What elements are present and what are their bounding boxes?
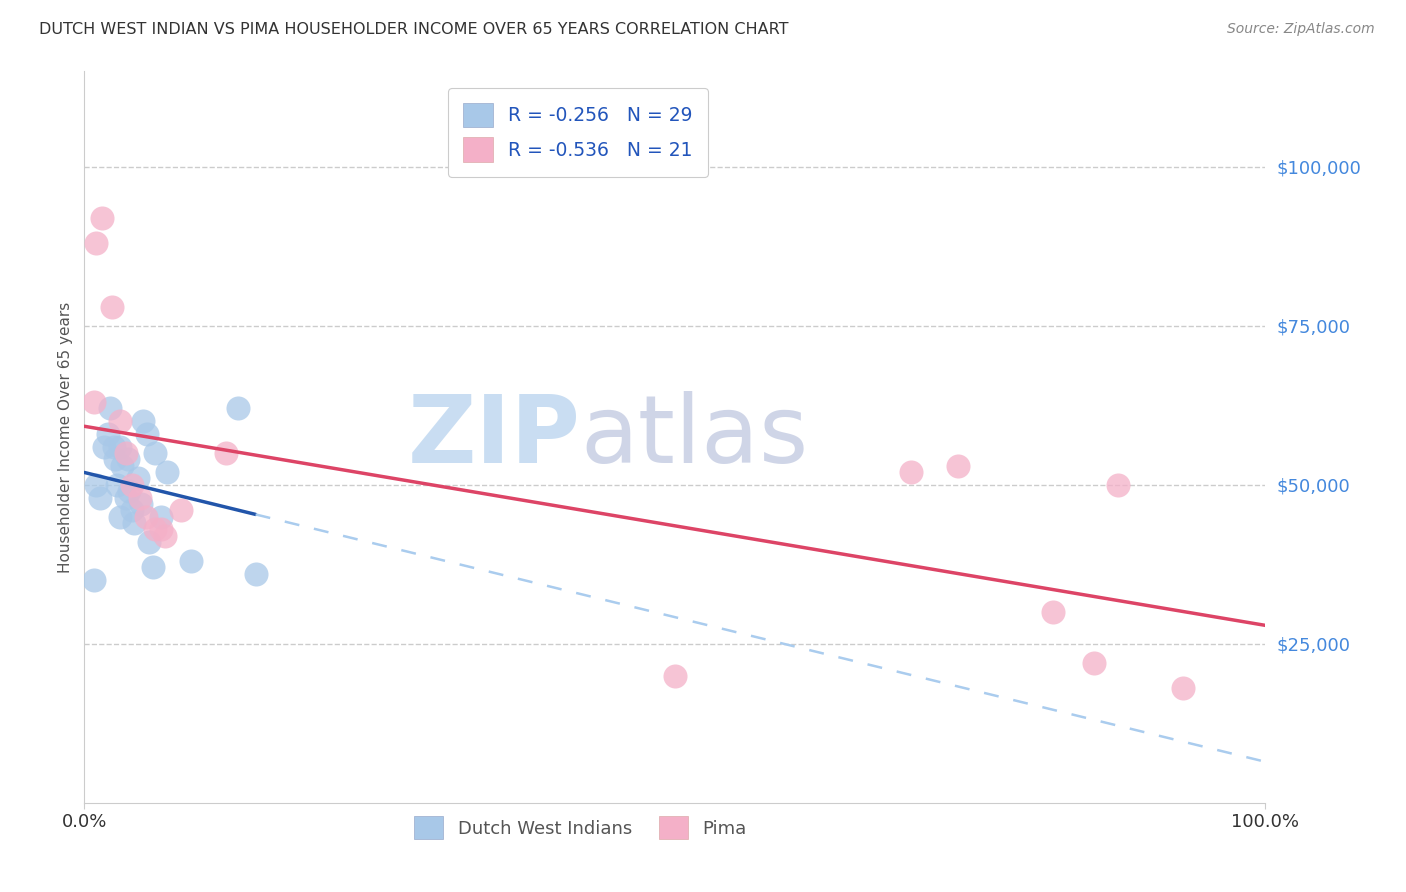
Y-axis label: Householder Income Over 65 years: Householder Income Over 65 years	[58, 301, 73, 573]
Point	[104, 452, 127, 467]
Point	[83, 395, 105, 409]
Point	[100, 300, 122, 314]
Point	[1083, 656, 1105, 670]
Point	[117, 452, 139, 467]
Point	[142, 560, 165, 574]
Point	[111, 458, 134, 473]
Point	[128, 491, 150, 505]
Point	[143, 522, 166, 536]
Point	[138, 535, 160, 549]
Legend: Dutch West Indians, Pima: Dutch West Indians, Pima	[408, 809, 754, 847]
Point	[107, 477, 129, 491]
Point	[948, 458, 970, 473]
Point	[170, 503, 193, 517]
Point	[84, 477, 107, 491]
Point	[135, 509, 157, 524]
Point	[108, 440, 131, 454]
Point	[91, 211, 114, 225]
Point	[108, 414, 131, 428]
Text: atlas: atlas	[581, 391, 808, 483]
Point	[114, 491, 136, 505]
Text: DUTCH WEST INDIAN VS PIMA HOUSEHOLDER INCOME OVER 65 YEARS CORRELATION CHART: DUTCH WEST INDIAN VS PIMA HOUSEHOLDER IN…	[39, 22, 789, 37]
Point	[664, 668, 686, 682]
Point	[89, 491, 111, 505]
Point	[900, 465, 922, 479]
Point	[103, 440, 125, 454]
Point	[118, 484, 141, 499]
Point	[1107, 477, 1129, 491]
Point	[1042, 605, 1064, 619]
Point	[97, 426, 120, 441]
Point	[180, 554, 202, 568]
Text: Source: ZipAtlas.com: Source: ZipAtlas.com	[1227, 22, 1375, 37]
Point	[156, 465, 179, 479]
Point	[150, 522, 173, 536]
Point	[93, 440, 115, 454]
Point	[122, 516, 145, 530]
Point	[114, 446, 136, 460]
Point	[143, 446, 166, 460]
Point	[129, 497, 152, 511]
Point	[84, 236, 107, 251]
Point	[108, 509, 131, 524]
Point	[121, 503, 143, 517]
Point	[215, 446, 238, 460]
Point	[83, 573, 105, 587]
Point	[226, 401, 249, 416]
Point	[136, 426, 159, 441]
Point	[1171, 681, 1194, 696]
Text: ZIP: ZIP	[408, 391, 581, 483]
Point	[153, 529, 176, 543]
Point	[132, 414, 155, 428]
Point	[121, 477, 143, 491]
Point	[150, 509, 173, 524]
Point	[98, 401, 121, 416]
Point	[245, 566, 267, 581]
Point	[127, 471, 149, 485]
